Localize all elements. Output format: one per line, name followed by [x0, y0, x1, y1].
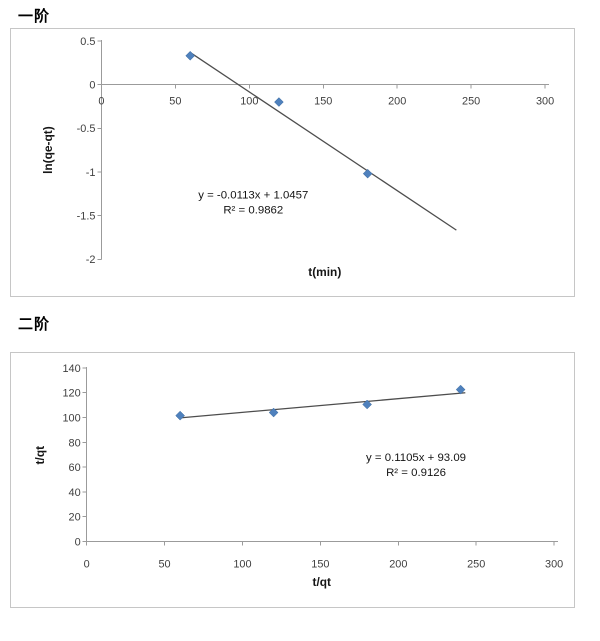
- trendline: [180, 392, 466, 419]
- y-tick-label: 20: [69, 512, 81, 524]
- trendline-r2-label: R² = 0.9862: [223, 205, 283, 217]
- y-axis-title: t/qt: [33, 446, 47, 465]
- data-points: [185, 50, 373, 179]
- x-tick-label: 300: [536, 95, 554, 107]
- data-point-marker: [455, 384, 466, 395]
- x-tick-label: 50: [158, 558, 170, 570]
- data-point-marker: [268, 407, 279, 418]
- x-tick-label: 0: [98, 95, 104, 107]
- data-points: [175, 384, 466, 421]
- y-tick-label: 40: [69, 487, 81, 499]
- y-tick-label: 140: [62, 363, 80, 375]
- y-tick-label: -1: [86, 167, 96, 179]
- second-order-chart-canvas: 0 50 100 150 200 250 300 0 20 40 60 80 100 120 140 t/qt…: [33, 363, 563, 589]
- tick-labels: 0 50 100 150 200 250 300 0 20 40 60 80 100 120 140: [62, 363, 563, 570]
- trendline-r2-label: R² = 0.9126: [386, 467, 446, 479]
- y-tick-label: 120: [62, 388, 80, 400]
- data-point-marker: [274, 97, 284, 107]
- axes: [82, 366, 559, 546]
- data-point-marker: [175, 410, 185, 421]
- data-point-marker: [362, 399, 372, 410]
- y-tick-label: 0: [75, 536, 81, 548]
- trendline-equation-label: y = -0.0113x + 1.0457: [198, 190, 308, 202]
- y-tick-label: -2: [86, 254, 96, 266]
- axes: [97, 39, 550, 260]
- x-tick-label: 100: [233, 558, 251, 570]
- x-tick-label: 50: [169, 95, 181, 107]
- x-axis-title: t(min): [308, 265, 341, 279]
- x-tick-label: 0: [84, 558, 90, 570]
- y-tick-label: -1.5: [77, 211, 96, 223]
- data-point-marker: [185, 50, 195, 61]
- x-tick-label: 150: [311, 558, 329, 570]
- y-tick-label: 100: [62, 412, 80, 424]
- x-tick-label: 250: [467, 558, 485, 570]
- first-order-chart: 0 50 100 150 200 250 300 0.5 0 -0.5 -1 -1.5 -2 t(min)…: [10, 28, 575, 297]
- y-tick-label: 0.5: [80, 36, 95, 48]
- trendline-equation-label: y = 0.1105x + 93.09: [366, 452, 466, 464]
- x-tick-label: 150: [314, 95, 332, 107]
- y-tick-label: -0.5: [77, 123, 96, 135]
- y-tick-label: 0: [89, 80, 95, 92]
- x-tick-label: 200: [388, 95, 406, 107]
- trendline: [189, 51, 457, 231]
- x-tick-label: 300: [545, 558, 563, 570]
- second-order-chart: 0 50 100 150 200 250 300 0 20 40 60 80 100 120 140 t/qt…: [10, 352, 575, 608]
- y-tick-label: 80: [69, 437, 81, 449]
- tick-labels: 0 50 100 150 200 250 300 0.5 0 -0.5 -1 -1.5 -2: [77, 36, 555, 266]
- x-tick-label: 100: [240, 95, 258, 107]
- first-order-chart-canvas: 0 50 100 150 200 250 300 0.5 0 -0.5 -1 -1.5 -2 t(min)…: [41, 36, 555, 279]
- x-axis-title: t/qt: [313, 575, 332, 589]
- x-tick-label: 200: [389, 558, 407, 570]
- y-axis-title: ln(qe-qt): [41, 126, 55, 174]
- chart-title-second-order: 二阶: [18, 316, 51, 333]
- data-point-marker: [362, 168, 373, 179]
- x-tick-label: 250: [462, 95, 480, 107]
- chart-title-first-order: 一阶: [18, 8, 51, 25]
- y-tick-label: 60: [69, 462, 81, 474]
